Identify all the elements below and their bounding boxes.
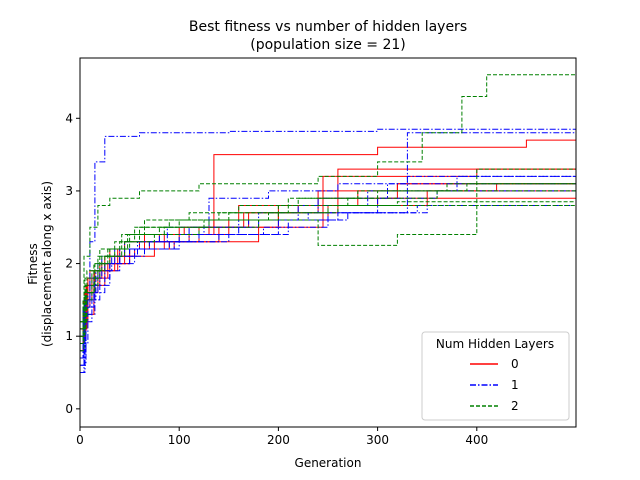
- y-tick-label: 2: [65, 257, 73, 271]
- chart-title: Best fitness vs number of hidden layers: [189, 19, 467, 35]
- series-line-0-4: [80, 165, 577, 352]
- y-axis-label-line1: Fitness: [26, 243, 40, 285]
- x-axis: 0 100 200 300 400: [76, 427, 488, 447]
- legend-entries: 0 1 2: [470, 357, 519, 413]
- series-line-1-14: [80, 205, 576, 366]
- series-line-1-15: [80, 175, 576, 359]
- y-tick-label: 4: [65, 111, 73, 125]
- series-line-2-22: [80, 180, 577, 323]
- series-line-1-10: [80, 201, 577, 366]
- y-tick-label: 1: [65, 329, 73, 343]
- y-tick-label: 0: [65, 402, 73, 416]
- chart-subtitle: (population size = 21): [250, 37, 405, 53]
- legend-label-2: 2: [511, 399, 519, 413]
- legend-title: Num Hidden Layers: [436, 337, 554, 351]
- plot-frame: [79, 57, 577, 428]
- legend: Num Hidden Layers 0 1 2: [421, 331, 570, 421]
- legend-box: [421, 331, 570, 421]
- y-axis: 0 1 2 3 4: [65, 111, 80, 416]
- series-line-2-17: [80, 201, 576, 337]
- series-line-1-11: [80, 180, 577, 359]
- legend-label-0: 0: [511, 357, 519, 371]
- series-line-2-19: [80, 190, 576, 330]
- x-tick-label: 100: [168, 433, 191, 447]
- x-tick-label: 200: [267, 433, 290, 447]
- x-tick-label: 0: [76, 433, 84, 447]
- series-line-2-18: [80, 161, 577, 344]
- x-axis-label: Generation: [295, 456, 362, 470]
- y-axis-label-line2: (displacement along x axis): [40, 181, 54, 347]
- series-line-1-12: [80, 172, 577, 352]
- series-line-2-20: [80, 205, 576, 352]
- legend-label-1: 1: [511, 378, 519, 392]
- plot-lines: [80, 74, 577, 373]
- x-tick-label: 300: [366, 433, 389, 447]
- y-tick-label: 3: [65, 184, 73, 198]
- series-line-0-3: [80, 183, 577, 337]
- x-tick-label: 400: [465, 433, 488, 447]
- series-line-2-16: [80, 74, 576, 323]
